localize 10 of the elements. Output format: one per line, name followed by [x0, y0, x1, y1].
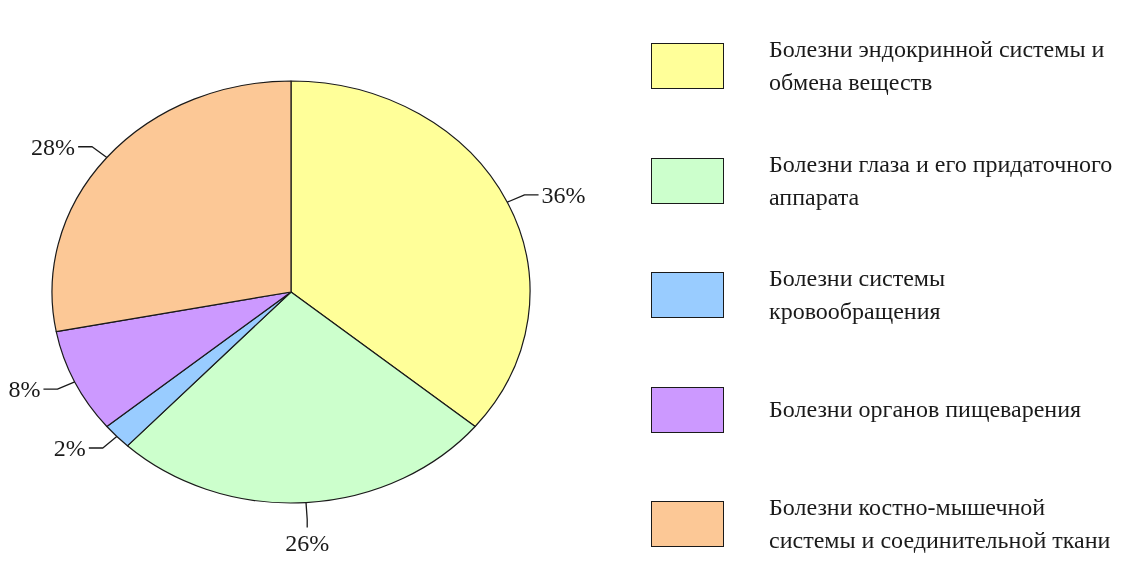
data-label: 2% [53, 434, 86, 461]
legend-label: Болезни органов пищеварения [769, 395, 1083, 424]
data-label: 26% [285, 530, 330, 557]
legend-label: Болезни системы кровообращения [769, 264, 947, 326]
legend-label: Болезни эндокринной системы и обмена веществ [769, 35, 1106, 97]
data-label: 8% [8, 376, 41, 403]
legend-label: Болезни глаза и его придаточного аппарата [769, 149, 1114, 212]
data-label: 36% [541, 181, 586, 208]
data-label: 28% [31, 133, 76, 160]
legend-label: Болезни костно-мышечной системы и соединительной ткани [769, 493, 1112, 555]
